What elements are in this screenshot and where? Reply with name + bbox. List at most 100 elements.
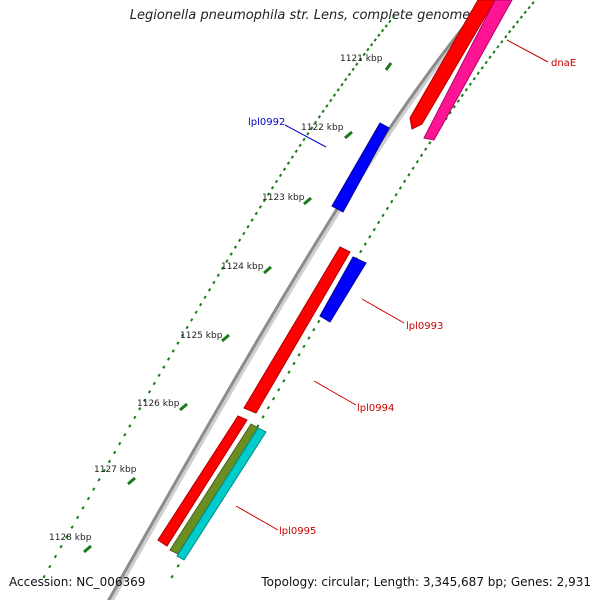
tick-mark	[519, 15, 523, 19]
tick-mark	[207, 288, 212, 292]
tick-mark	[216, 273, 220, 278]
kbp-tick	[303, 196, 312, 206]
tick-mark	[306, 132, 310, 136]
tick-mark	[368, 235, 372, 239]
tick-mark	[143, 398, 147, 403]
tick-mark	[286, 161, 291, 165]
tick-mark	[504, 35, 508, 39]
gene-lpl0993[interactable]	[319, 256, 367, 323]
tick-mark	[377, 220, 381, 225]
tick-mark	[256, 424, 260, 428]
tick-mark	[294, 149, 298, 153]
tick-mark	[194, 310, 198, 314]
tick-mark	[185, 325, 189, 330]
tick-mark	[394, 192, 398, 197]
tick-mark	[282, 379, 286, 383]
tick-mark	[508, 30, 512, 34]
tick-mark	[531, 1, 535, 5]
tick-mark	[233, 245, 238, 249]
kbp-label: 1127 kbp	[94, 465, 137, 475]
tick-mark	[428, 141, 432, 145]
tick-mark	[138, 407, 142, 411]
tick-mark	[270, 186, 275, 190]
tick-mark	[53, 554, 58, 559]
kbp-tick	[263, 265, 272, 275]
tick-mark	[250, 218, 254, 222]
tick-mark	[287, 370, 291, 374]
tick-mark	[290, 155, 294, 159]
tick-mark	[65, 535, 69, 539]
gene-red-mid[interactable]	[243, 246, 351, 414]
tick-mark	[242, 231, 246, 236]
gene-lpl0995[interactable]	[176, 427, 267, 561]
tick-mark	[492, 50, 496, 54]
tick-mark	[70, 525, 74, 529]
tick-mark	[377, 33, 381, 38]
tick-mark	[238, 238, 242, 243]
tick-mark	[157, 373, 161, 378]
tick-mark	[190, 318, 194, 322]
tick-mark	[118, 441, 122, 446]
gene-olive[interactable]	[169, 423, 259, 555]
kbp-label: 1128 kbp	[49, 533, 92, 543]
tick-mark	[351, 67, 355, 72]
tick-mark	[488, 55, 492, 60]
gene-dnaE-red[interactable]	[409, 0, 496, 130]
gene-label-lpl0992[interactable]: lpl0992	[248, 117, 285, 128]
gene-label-lpl0995[interactable]: lpl0995	[279, 526, 316, 537]
tick-mark	[123, 433, 127, 437]
tick-mark	[515, 20, 520, 24]
tick-mark	[42, 574, 46, 579]
tick-mark	[419, 153, 424, 158]
gene-dnaE[interactable]	[423, 0, 513, 141]
callout-lpl0993	[361, 298, 405, 324]
tick-mark	[254, 211, 258, 216]
tick-mark	[391, 15, 396, 19]
tick-mark	[317, 319, 321, 324]
gene-label-lpl0994[interactable]: lpl0994	[357, 403, 394, 414]
tick-mark	[171, 349, 175, 353]
tick-mark	[176, 341, 180, 345]
tick-mark	[298, 143, 302, 148]
tick-mark	[480, 66, 484, 70]
map-title: Legionella pneumophila str. Lens, comple…	[129, 8, 471, 23]
tick-mark	[366, 47, 370, 52]
tick-mark	[81, 506, 85, 510]
kbp-label: 1126 kbp	[137, 399, 180, 409]
tick-mark	[229, 252, 233, 256]
genome-backbone-core	[107, 0, 488, 600]
callout-lines	[235, 39, 549, 531]
gene-label-dnaE[interactable]: dnaE	[551, 58, 576, 69]
tick-mark	[312, 327, 316, 332]
tick-mark	[468, 82, 472, 86]
tick-mark	[282, 167, 287, 171]
tick-mark	[385, 206, 390, 211]
tick-mark	[456, 99, 460, 103]
tick-mark	[102, 468, 106, 473]
tick-mark	[302, 344, 306, 349]
tick-mark	[278, 173, 283, 178]
tick-mark	[369, 43, 374, 47]
tick-mark	[112, 450, 117, 455]
tick-mark	[344, 77, 348, 82]
tick-mark	[448, 110, 452, 115]
kbp-tick	[127, 476, 136, 486]
gene-red-lower[interactable]	[157, 415, 248, 547]
tick-mark	[398, 186, 403, 190]
tick-mark	[274, 179, 279, 184]
kbp-label: 1122 kbp	[301, 123, 344, 133]
tick-mark	[452, 105, 456, 109]
tick-mark	[266, 405, 270, 410]
tick-mark	[166, 357, 171, 361]
gene-lpl0992[interactable]	[331, 122, 390, 213]
tick-mark	[403, 179, 407, 184]
tick-mark	[313, 120, 318, 125]
tick-mark	[147, 390, 152, 394]
tick-mark	[262, 198, 267, 203]
tick-mark	[347, 72, 352, 77]
tick-mark	[225, 259, 229, 263]
gene-label-lpl0993[interactable]: lpl0993	[406, 321, 443, 332]
kbp-tick	[344, 130, 353, 140]
